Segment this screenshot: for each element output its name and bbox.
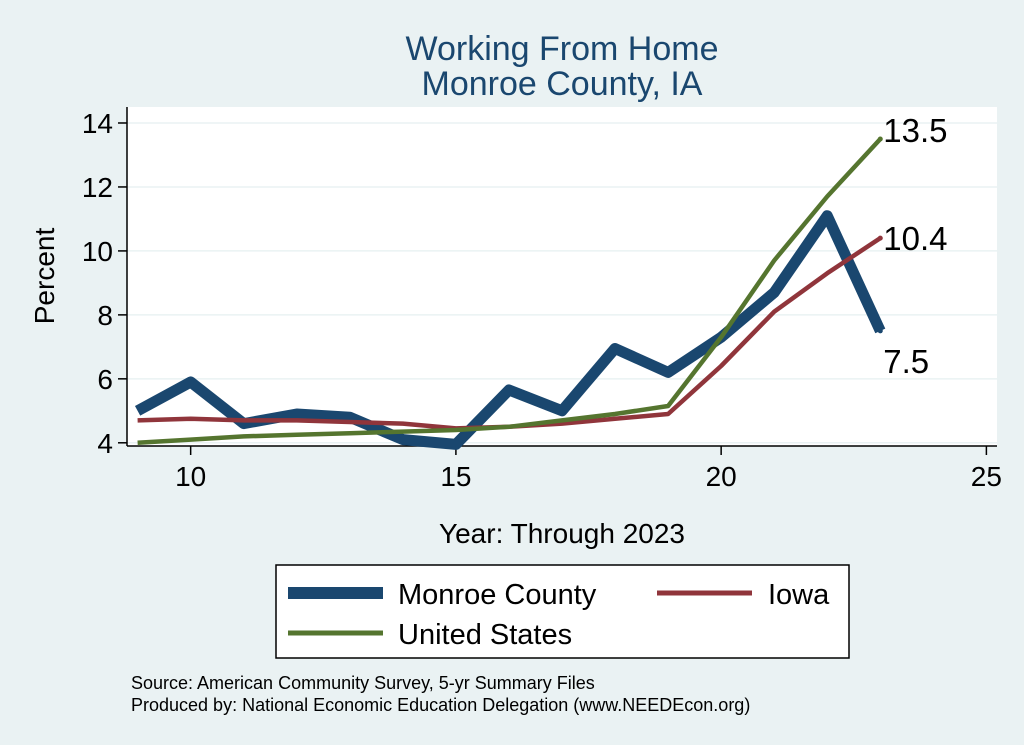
x-ticks: 10 15 20 25 xyxy=(175,446,1002,492)
y-tick-label: 4 xyxy=(97,428,113,459)
x-axis-label: Year: Through 2023 xyxy=(439,518,685,549)
legend-label-united-states: United States xyxy=(398,619,572,651)
y-ticks: 4 6 8 10 12 14 xyxy=(82,108,127,459)
y-axis-label: Percent xyxy=(29,228,60,325)
end-label-monroe-county: 7.5 xyxy=(883,343,929,380)
x-tick-label: 25 xyxy=(971,461,1002,492)
legend-label-iowa: Iowa xyxy=(768,579,830,611)
y-tick-label: 10 xyxy=(82,236,113,267)
y-tick-label: 8 xyxy=(97,300,113,331)
end-point-monroe-county xyxy=(877,328,883,334)
produced-by-note: Produced by: National Economic Education… xyxy=(131,695,750,715)
chart-subtitle: Monroe County, IA xyxy=(422,65,703,103)
plot-area xyxy=(127,107,997,446)
legend-label-monroe-county: Monroe County xyxy=(398,579,597,611)
end-point-iowa xyxy=(877,235,883,241)
series-line-united-states xyxy=(137,137,882,446)
source-note: Source: American Community Survey, 5-yr … xyxy=(131,673,595,693)
legend-box xyxy=(275,564,850,659)
end-point-united-states xyxy=(877,136,883,142)
end-label-iowa: 10.4 xyxy=(883,220,947,257)
y-tick-label: 6 xyxy=(97,364,113,395)
y-tick-label: 14 xyxy=(82,108,113,139)
x-tick-label: 15 xyxy=(440,461,471,492)
series-layer xyxy=(134,137,886,450)
y-tick-label: 12 xyxy=(82,172,113,203)
end-labels: 7.5 10.4 13.5 xyxy=(877,112,948,380)
x-tick-label: 10 xyxy=(175,461,206,492)
end-label-united-states: 13.5 xyxy=(883,112,947,149)
gridlines xyxy=(127,122,997,444)
chart-title: Working From Home xyxy=(406,30,719,68)
x-tick-label: 20 xyxy=(706,461,737,492)
legend: Monroe County Iowa United States xyxy=(275,564,850,659)
